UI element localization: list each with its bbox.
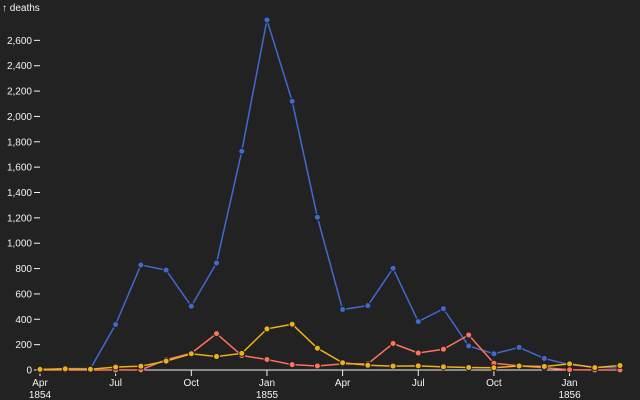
data-point — [439, 345, 447, 353]
data-point — [313, 344, 321, 352]
data-point — [364, 302, 372, 310]
data-point — [137, 261, 145, 269]
data-point — [439, 305, 447, 313]
data-point — [112, 363, 120, 371]
data-point — [389, 362, 397, 370]
y-tick-label: 400 — [15, 315, 32, 326]
y-tick-label: 2,200 — [7, 87, 32, 98]
series-1 — [36, 16, 624, 374]
data-point — [112, 320, 120, 328]
data-point — [490, 364, 498, 372]
x-tick-label: Jan — [259, 378, 275, 389]
series-3 — [36, 320, 624, 373]
data-point — [465, 331, 473, 339]
data-point — [213, 353, 221, 361]
data-point — [566, 360, 574, 368]
x-tick-year-label: 1855 — [256, 390, 279, 400]
data-point — [389, 340, 397, 347]
data-point — [288, 361, 296, 369]
x-tick-label: Apr — [335, 378, 351, 389]
y-tick-label: 200 — [15, 340, 32, 351]
data-point — [490, 350, 498, 358]
x-tick-label: Jul — [109, 378, 122, 389]
data-point — [187, 350, 195, 358]
data-point — [339, 306, 347, 314]
data-point — [414, 349, 422, 357]
data-point — [86, 365, 94, 373]
data-point — [263, 16, 271, 24]
data-point — [515, 362, 523, 370]
data-point — [137, 362, 145, 370]
y-tick-label: 600 — [15, 289, 32, 300]
data-point — [238, 349, 246, 357]
y-tick-label: 2,400 — [7, 61, 32, 72]
data-point — [465, 342, 473, 350]
data-point — [213, 259, 221, 267]
x-tick-label: Jan — [562, 378, 578, 389]
data-point — [213, 330, 221, 338]
y-tick-label: 1,600 — [7, 163, 32, 174]
x-tick-label: Oct — [486, 378, 502, 389]
data-point — [263, 325, 271, 333]
data-point — [238, 147, 246, 155]
data-point — [288, 320, 296, 328]
data-point — [313, 362, 321, 370]
series-line — [39, 19, 621, 371]
y-tick-label: 0 — [26, 366, 32, 377]
data-point — [616, 362, 624, 370]
data-point — [364, 361, 372, 369]
data-point — [162, 357, 170, 365]
data-point — [288, 97, 296, 105]
x-tick-label: Jul — [412, 378, 425, 389]
data-point — [439, 363, 447, 371]
x-tick-label: Apr — [32, 378, 48, 389]
data-point — [36, 365, 44, 373]
data-point — [162, 266, 170, 274]
data-point — [591, 364, 599, 372]
y-tick-label: 2,000 — [7, 112, 32, 123]
y-axis-label: ↑ deaths — [2, 3, 40, 14]
y-tick-label: 800 — [15, 264, 32, 275]
x-tick-year-label: 1856 — [558, 390, 581, 400]
y-tick-label: 2,600 — [7, 36, 32, 47]
series-line — [39, 323, 621, 371]
data-point — [61, 365, 69, 373]
data-point — [389, 264, 397, 272]
data-point — [263, 355, 271, 363]
y-tick-label: 1,800 — [7, 137, 32, 148]
data-point — [465, 363, 473, 371]
data-point — [540, 362, 548, 370]
data-point — [414, 318, 422, 326]
x-tick-label: Oct — [184, 378, 200, 389]
data-point — [313, 213, 321, 221]
series-layer — [36, 16, 624, 374]
y-tick-label: 1,400 — [7, 188, 32, 199]
y-tick-label: 1,200 — [7, 213, 32, 224]
y-tick-label: 1,000 — [7, 239, 32, 250]
y-axis: 0 200 400 600 800 1,000 1,200 1,400 1,600 1,800 2,… — [7, 36, 40, 377]
data-point — [540, 354, 548, 362]
data-point — [187, 302, 195, 310]
series-line — [40, 332, 620, 371]
data-point — [566, 366, 574, 374]
data-point — [339, 359, 347, 367]
data-point — [414, 362, 422, 370]
data-point — [515, 343, 523, 351]
x-tick-year-label: 1854 — [29, 390, 52, 400]
